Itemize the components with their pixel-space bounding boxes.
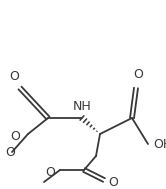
Text: O: O <box>5 146 15 159</box>
Text: O: O <box>45 166 55 178</box>
Text: O: O <box>108 176 118 188</box>
Text: OH: OH <box>153 138 166 150</box>
Text: O: O <box>133 68 143 81</box>
Text: O: O <box>9 70 19 83</box>
Text: O: O <box>10 129 20 143</box>
Text: NH: NH <box>73 100 91 113</box>
